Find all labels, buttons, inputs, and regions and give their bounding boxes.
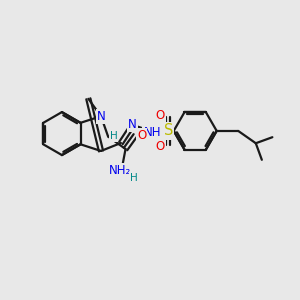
Text: O: O [156,109,165,122]
Text: O: O [156,140,165,153]
Text: S: S [164,123,173,138]
Text: NH: NH [143,126,161,139]
Text: O: O [137,129,146,142]
Text: H: H [130,172,138,183]
Text: H: H [110,131,117,141]
Text: N: N [97,110,105,123]
Text: NH₂: NH₂ [109,164,131,177]
Text: N: N [128,118,137,131]
